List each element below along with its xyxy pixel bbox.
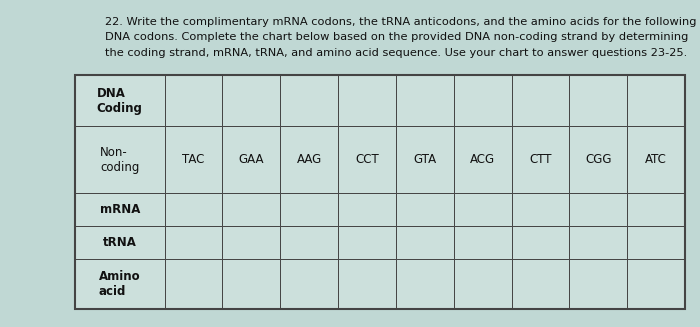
Bar <box>627 193 685 226</box>
Text: mRNA: mRNA <box>99 203 140 216</box>
Bar <box>569 226 627 259</box>
Bar <box>338 127 396 193</box>
Text: CCT: CCT <box>355 153 379 166</box>
Bar <box>338 75 396 127</box>
Bar <box>396 226 454 259</box>
Bar <box>280 75 338 127</box>
Bar <box>164 75 223 127</box>
Bar <box>512 75 569 127</box>
Bar <box>396 75 454 127</box>
Bar <box>280 226 338 259</box>
Bar <box>569 75 627 127</box>
Text: Amino
acid: Amino acid <box>99 270 141 298</box>
Bar <box>280 127 338 193</box>
Bar <box>396 193 454 226</box>
Bar <box>164 127 223 193</box>
Text: CGG: CGG <box>585 153 612 166</box>
Text: Non-
coding: Non- coding <box>100 146 139 174</box>
Text: DNA codons. Complete the chart below based on the provided DNA non-coding strand: DNA codons. Complete the chart below bas… <box>105 32 688 43</box>
Bar <box>454 226 512 259</box>
Text: DNA
Coding: DNA Coding <box>97 87 143 115</box>
Text: 22. Write the complimentary mRNA codons, the tRNA anticodons, and the amino acid: 22. Write the complimentary mRNA codons,… <box>105 17 696 27</box>
Text: GAA: GAA <box>239 153 264 166</box>
Bar <box>338 259 396 309</box>
Text: CTT: CTT <box>529 153 552 166</box>
Bar <box>627 127 685 193</box>
Text: tRNA: tRNA <box>103 236 136 249</box>
Bar <box>396 127 454 193</box>
Bar <box>223 259 280 309</box>
Bar <box>512 259 569 309</box>
Text: ATC: ATC <box>645 153 667 166</box>
Bar <box>512 226 569 259</box>
Bar <box>627 75 685 127</box>
Bar <box>75 193 164 226</box>
Text: the coding strand, mRNA, tRNA, and amino acid sequence. Use your chart to answer: the coding strand, mRNA, tRNA, and amino… <box>105 48 687 58</box>
Bar <box>223 193 280 226</box>
Bar <box>75 75 685 309</box>
Bar <box>280 259 338 309</box>
Text: GTA: GTA <box>413 153 436 166</box>
Bar <box>512 193 569 226</box>
Bar <box>396 259 454 309</box>
Bar <box>75 75 164 127</box>
Bar <box>223 75 280 127</box>
Bar <box>164 226 223 259</box>
Text: AAG: AAG <box>297 153 322 166</box>
Bar <box>280 193 338 226</box>
Bar <box>569 193 627 226</box>
Text: TAC: TAC <box>182 153 204 166</box>
Bar <box>627 226 685 259</box>
Bar <box>569 127 627 193</box>
Bar <box>454 75 512 127</box>
Bar <box>223 127 280 193</box>
Bar <box>627 259 685 309</box>
Bar <box>164 259 223 309</box>
Bar <box>164 193 223 226</box>
Bar <box>569 259 627 309</box>
Bar <box>338 226 396 259</box>
Bar <box>75 127 164 193</box>
Bar <box>454 127 512 193</box>
Bar <box>223 226 280 259</box>
Bar <box>75 226 164 259</box>
Bar <box>512 127 569 193</box>
Bar <box>454 259 512 309</box>
Bar <box>454 193 512 226</box>
Bar <box>75 259 164 309</box>
Bar <box>338 193 396 226</box>
Text: ACG: ACG <box>470 153 495 166</box>
